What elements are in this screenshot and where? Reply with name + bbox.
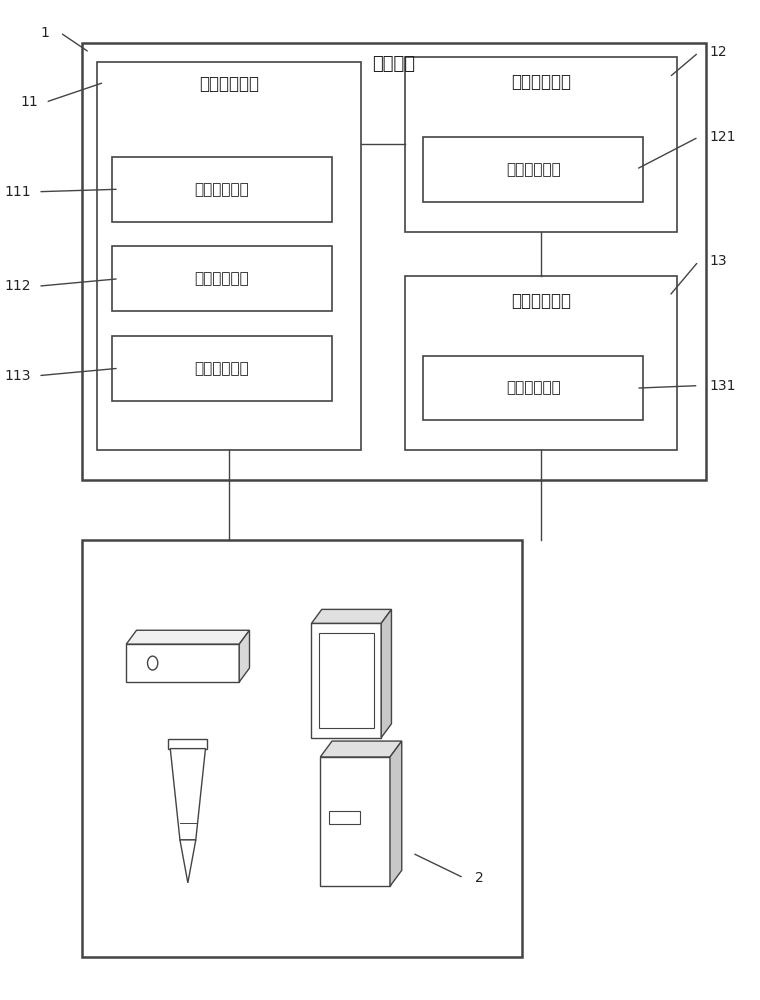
FancyBboxPatch shape <box>423 137 644 202</box>
FancyBboxPatch shape <box>329 811 360 824</box>
Text: 设备操控单元: 设备操控单元 <box>506 381 561 396</box>
FancyBboxPatch shape <box>169 739 207 749</box>
Text: 112: 112 <box>5 279 31 293</box>
Polygon shape <box>312 609 391 623</box>
FancyBboxPatch shape <box>405 57 676 232</box>
Polygon shape <box>320 741 402 757</box>
Text: 12: 12 <box>710 45 727 60</box>
Polygon shape <box>126 630 249 644</box>
Polygon shape <box>170 749 205 840</box>
FancyBboxPatch shape <box>97 62 361 450</box>
Text: 11: 11 <box>21 95 38 109</box>
FancyBboxPatch shape <box>82 43 706 480</box>
Text: 1: 1 <box>40 26 49 40</box>
Text: 第一获取单元: 第一获取单元 <box>195 182 249 197</box>
FancyBboxPatch shape <box>112 246 331 311</box>
Polygon shape <box>390 741 402 886</box>
FancyBboxPatch shape <box>82 540 522 957</box>
Text: 设备操控模块: 设备操控模块 <box>511 292 571 310</box>
FancyBboxPatch shape <box>423 356 644 420</box>
Text: 131: 131 <box>710 379 736 393</box>
Text: 第三获取单元: 第三获取单元 <box>195 361 249 376</box>
Text: 处理系统: 处理系统 <box>372 55 416 73</box>
Text: 问题排查单元: 问题排查单元 <box>506 162 561 177</box>
FancyBboxPatch shape <box>319 633 374 728</box>
Text: 121: 121 <box>710 130 736 144</box>
Polygon shape <box>382 609 391 738</box>
FancyBboxPatch shape <box>312 623 382 738</box>
Text: 问题排查模块: 问题排查模块 <box>511 73 571 91</box>
FancyBboxPatch shape <box>112 157 331 222</box>
FancyBboxPatch shape <box>126 644 239 682</box>
Text: 第二获取单元: 第二获取单元 <box>195 271 249 286</box>
Text: 111: 111 <box>5 185 31 199</box>
Text: 数据获取模块: 数据获取模块 <box>199 75 259 93</box>
FancyBboxPatch shape <box>405 276 676 450</box>
Text: 2: 2 <box>475 871 483 885</box>
FancyBboxPatch shape <box>112 336 331 401</box>
FancyBboxPatch shape <box>320 757 390 886</box>
Text: 13: 13 <box>710 254 727 268</box>
Polygon shape <box>239 630 249 682</box>
Text: 113: 113 <box>5 369 31 383</box>
Polygon shape <box>180 840 196 883</box>
